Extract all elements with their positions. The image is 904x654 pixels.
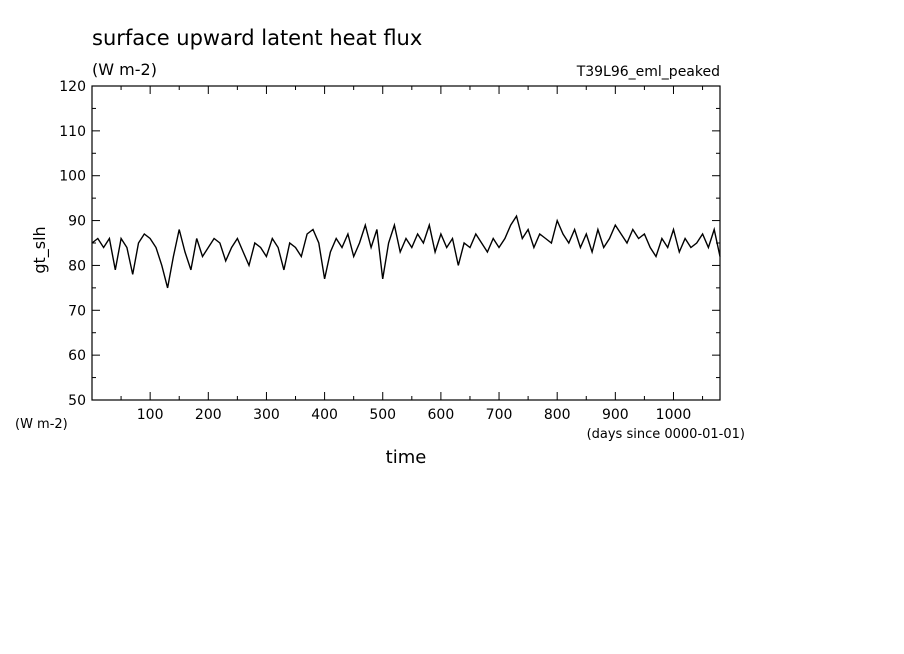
x-tick-label: 800 [544,407,571,423]
x-tick-label: 700 [486,407,513,423]
y-tick-label: 70 [68,303,86,319]
y-axis: 50 60 70 80 90 100 110 120 [59,79,720,409]
y-tick-label: 100 [59,169,86,185]
x-tick-label: 400 [311,407,338,423]
x-tick-label: 1000 [656,407,692,423]
y-unit-label: (W m-2) [15,417,68,432]
x-tick-label: 600 [428,407,455,423]
chart-units: (W m-2) [92,60,157,79]
y-tick-label: 60 [68,348,86,364]
x-tick-label: 300 [253,407,280,423]
series-line [91,214,721,289]
x-axis-label: time [386,447,427,468]
plot-frame [91,85,721,401]
y-axis-label: gt_slh [30,226,50,273]
x-tick-label: 500 [369,407,396,423]
y-tick-label: 50 [68,393,86,409]
y-tick-label: 110 [59,124,86,140]
y-tick-label: 90 [68,214,86,230]
y-tick-label: 120 [59,79,86,95]
x-tick-label: 200 [195,407,222,423]
run-label: T39L96_eml_peaked [576,64,720,80]
x-unit-label: (days since 0000-01-01) [587,427,745,442]
x-tick-label: 900 [602,407,629,423]
y-tick-label: 80 [68,258,86,274]
x-tick-label: 100 [137,407,164,423]
chart-title: surface upward latent heat flux [92,26,422,50]
x-axis: 100 200 300 400 500 600 700 800 900 1000 [120,86,704,423]
